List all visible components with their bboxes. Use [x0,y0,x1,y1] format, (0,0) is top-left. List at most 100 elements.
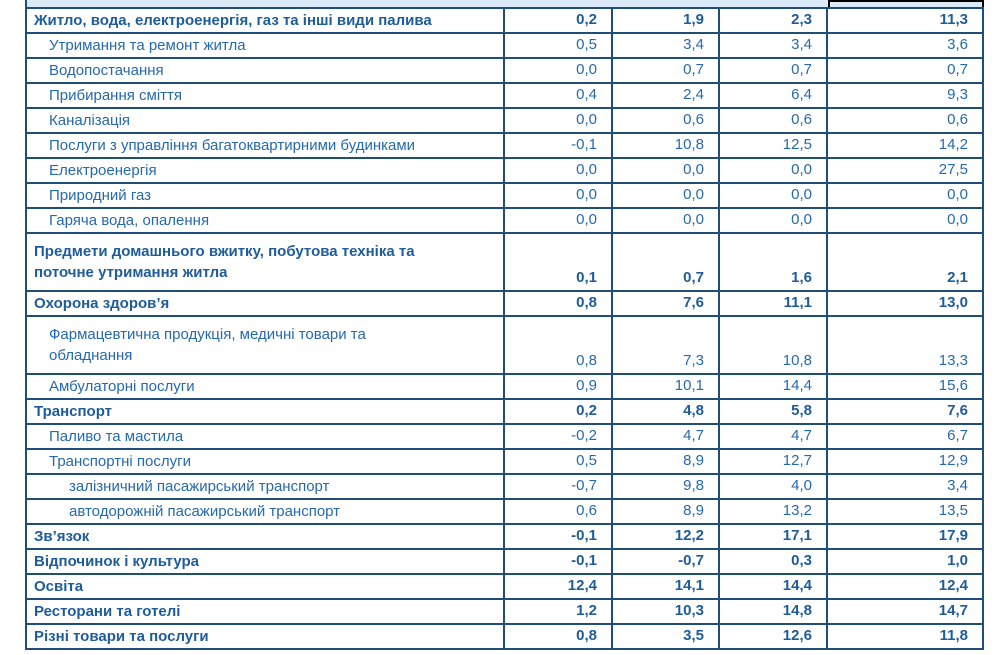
value-cell: 6,7 [947,427,968,444]
category-cell: Відпочинок і культура [27,550,505,573]
value-cell: 0,7 [613,59,720,82]
value-cell: 14,4 [720,575,828,598]
value-cell: 0,4 [505,84,613,107]
value-cell: 0,0 [720,209,828,232]
table-row: залізничний пасажирський транспорт -0,7 … [27,475,982,500]
value-cell: 4,0 [720,475,828,498]
table-header-strip-cutoff [27,0,984,9]
value-cell: 13,5 [938,502,968,519]
value-cell: 7,3 [613,317,720,373]
table-body: Житло, вода, електроенергія, газ та інші… [27,9,982,648]
value-cell: 0,0 [505,184,613,207]
value-cell: 13,2 [720,500,828,523]
value-cell: 8,9 [613,500,720,523]
value-cell: 0,6 [505,500,613,523]
table-row: Ресторани та готелі 1,2 10,3 14,8 14,7 [27,600,982,625]
category-cell: Прибирання сміття [27,84,505,107]
category-cell: Різні товари та послуги [27,625,505,648]
value-cell: 0,0 [613,159,720,182]
value-cell: 0,7 [613,234,720,290]
category-label: Утримання та ремонт житла [49,37,246,54]
category-cell: Амбулаторні послуги [27,375,505,398]
table-row: Паливо та мастила -0,2 4,7 4,7 6,7 [27,425,982,450]
value-cell: 10,8 [720,317,828,373]
value-cell: 12,6 [720,625,828,648]
value-cell: 0,2 [505,9,613,32]
value-cell: 7,6 [613,292,720,315]
category-cell: Природний газ [27,184,505,207]
value-cell: 14,1 [613,575,720,598]
category-label: Транспорт [34,403,113,420]
category-label: Транспортні послуги [49,453,191,470]
value-cell: 3,4 [613,34,720,57]
category-cell: Житло, вода, електроенергія, газ та інші… [27,9,505,32]
category-label: автодорожній пасажирський транспорт [69,503,341,520]
value-cell: 14,7 [938,602,968,619]
category-label: Різні товари та послуги [34,628,209,645]
value-cell: 3,6 [947,36,968,53]
category-label: обладнання [49,347,133,364]
category-cell: Зв’язок [27,525,505,548]
category-cell: Гаряча вода, опалення [27,209,505,232]
value-cell: -0,1 [505,525,613,548]
value-cell: 2,4 [613,84,720,107]
value-cell: 1,0 [947,552,968,569]
category-label: Ресторани та готелі [34,603,181,620]
table-row: Предмети домашнього вжитку, побутова тех… [27,234,982,292]
value-cell: -0,1 [505,134,613,157]
value-cell: 4,7 [720,425,828,448]
category-cell: Освіта [27,575,505,598]
category-label: Зв’язок [34,528,90,545]
value-cell: 9,8 [613,475,720,498]
value-cell: 0,5 [505,450,613,473]
value-cell: -0,1 [505,550,613,573]
value-cell: 0,6 [947,111,968,128]
category-cell: Фармацевтична продукція, медичні товари … [27,317,505,373]
value-cell: 14,4 [720,375,828,398]
value-cell: 12,4 [938,577,968,594]
category-cell: Паливо та мастила [27,425,505,448]
value-cell: 6,4 [720,84,828,107]
table-row: Різні товари та послуги 0,8 3,5 12,6 11,… [27,625,982,648]
value-cell: 0,0 [613,209,720,232]
cpi-table: Житло, вода, електроенергія, газ та інші… [25,0,984,650]
category-label: Паливо та мастила [49,428,184,445]
value-cell: 11,3 [939,11,968,28]
table-row: Житло, вода, електроенергія, газ та інші… [27,9,982,34]
value-cell: 13,3 [938,352,968,369]
table-row: автодорожній пасажирський транспорт 0,6 … [27,500,982,525]
value-cell: 2,1 [947,269,968,286]
value-cell: 0,6 [613,109,720,132]
value-cell: 3,4 [947,477,968,494]
category-label: Природний газ [49,187,152,204]
value-cell: 8,9 [613,450,720,473]
category-label: Фармацевтична продукція, медичні товари … [49,326,366,343]
category-label: Гаряча вода, опалення [49,212,210,229]
value-cell: 1,9 [613,9,720,32]
value-cell: 10,8 [613,134,720,157]
value-cell: 4,8 [613,400,720,423]
value-cell: 5,8 [720,400,828,423]
value-cell: 0,0 [505,109,613,132]
category-label: залізничний пасажирський транспорт [69,478,330,495]
value-cell: 0,5 [505,34,613,57]
value-cell: 11,8 [939,627,968,644]
value-cell: 13,0 [938,294,968,311]
category-label: Охорона здоров’я [34,295,170,312]
value-cell: 4,7 [613,425,720,448]
value-cell: 0,2 [505,400,613,423]
value-cell: 0,1 [505,234,613,290]
category-cell: Транспортні послуги [27,450,505,473]
value-cell: 17,9 [938,527,968,544]
value-cell: 1,2 [505,600,613,623]
value-cell: 0,0 [947,211,968,228]
value-cell: 10,1 [613,375,720,398]
category-cell: Транспорт [27,400,505,423]
value-cell: 12,7 [720,450,828,473]
value-cell: 0,8 [505,625,613,648]
table-row: Каналізація 0,0 0,6 0,6 0,6 [27,109,982,134]
value-cell: 12,9 [938,452,968,469]
category-label: Прибирання сміття [49,87,183,104]
value-cell: 0,0 [613,184,720,207]
value-cell: 0,0 [505,59,613,82]
